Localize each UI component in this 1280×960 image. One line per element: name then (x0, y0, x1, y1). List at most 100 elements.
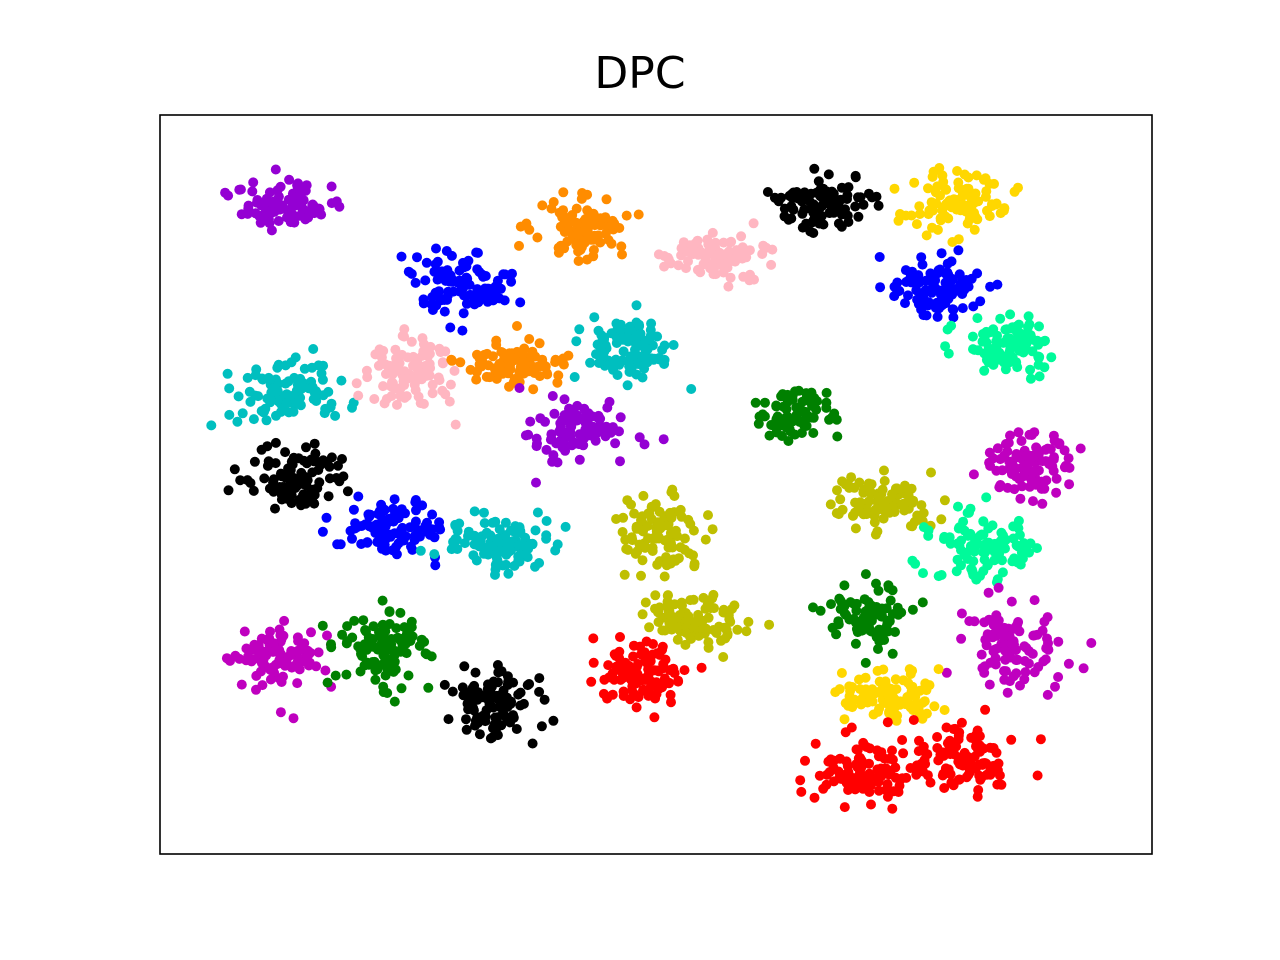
cluster-18-point (515, 527, 526, 538)
cluster-9-point (232, 416, 243, 427)
cluster-18-point (523, 543, 534, 554)
cluster-29-point (907, 665, 918, 676)
cluster-20-point (936, 514, 947, 525)
cluster-1-point (273, 191, 284, 202)
cluster-27-point (607, 689, 618, 700)
cluster-26-point (439, 679, 450, 690)
cluster-8-point (984, 327, 995, 338)
cluster-4-point (713, 248, 724, 259)
cluster-2-point (420, 275, 431, 286)
cluster-9-point (233, 391, 244, 402)
cluster-23-point (907, 604, 918, 615)
cluster-21-point (956, 535, 967, 546)
cluster-28-point (1002, 687, 1013, 698)
cluster-25-point (380, 670, 391, 681)
cluster-28-point (1063, 658, 1074, 669)
cluster-21-point (982, 559, 993, 570)
cluster-10-point (392, 399, 402, 410)
cluster-12-point (624, 361, 635, 372)
cluster-18-point (469, 506, 480, 517)
cluster-23-point (851, 624, 862, 634)
cluster-2-point (474, 267, 485, 277)
cluster-29-point (905, 681, 916, 692)
cluster-14-point (772, 420, 782, 431)
cluster-20-point (825, 499, 836, 510)
cluster-7-point (946, 256, 957, 267)
cluster-27-point (611, 661, 622, 672)
cluster-17-point (386, 516, 397, 526)
cluster-2-point (515, 297, 526, 308)
cluster-4-point (744, 245, 755, 256)
cluster-19-point (629, 508, 640, 519)
cluster-6-point (953, 177, 964, 188)
cluster-24-point (241, 643, 252, 654)
cluster-5-point (813, 176, 824, 187)
cluster-30-point (888, 786, 899, 797)
cluster-17-point (317, 526, 328, 537)
cluster-22-point (743, 616, 754, 627)
cluster-22-point (680, 639, 691, 650)
cluster-16-point (326, 452, 337, 463)
cluster-19-point (700, 534, 711, 545)
cluster-27-point (653, 684, 664, 694)
cluster-29-point (844, 681, 855, 692)
cluster-6-point (911, 219, 922, 230)
cluster-2-point (445, 270, 456, 281)
cluster-15-point (1011, 471, 1021, 482)
cluster-27-point (644, 684, 654, 695)
cluster-20-point (926, 467, 936, 478)
cluster-14-point (796, 417, 807, 428)
cluster-9-point (318, 360, 329, 371)
cluster-30-point (840, 727, 851, 738)
cluster-5-point (842, 194, 852, 204)
cluster-12-point (657, 344, 668, 355)
cluster-31-point (921, 748, 932, 759)
cluster-8-point (1005, 309, 1016, 320)
cluster-20-point (899, 482, 910, 493)
cluster-20-point (939, 495, 950, 506)
cluster-11-point (528, 384, 539, 395)
cluster-22-point (724, 614, 735, 625)
cluster-1-point (303, 212, 314, 223)
cluster-26-point (498, 707, 508, 718)
cluster-13-point (535, 413, 546, 424)
cluster-4-point (723, 281, 734, 292)
cluster-24-point (278, 630, 289, 641)
cluster-17-point (410, 516, 421, 527)
cluster-1-point (307, 199, 318, 210)
cluster-21-point (992, 574, 1003, 585)
cluster-10-point (391, 353, 402, 364)
cluster-3-point (573, 256, 584, 266)
cluster-7-point (889, 291, 900, 302)
cluster-21-point (1017, 553, 1028, 564)
cluster-16-point (314, 477, 325, 488)
cluster-24-point (251, 684, 261, 695)
cluster-20-point (865, 486, 876, 497)
cluster-30-point (872, 745, 883, 756)
cluster-28-point (993, 582, 1004, 593)
cluster-11-point (491, 335, 502, 346)
cluster-22-point (764, 619, 775, 630)
cluster-15-point (1042, 443, 1053, 454)
cluster-19-point (665, 558, 676, 569)
cluster-18-point (530, 525, 541, 536)
cluster-5-point (779, 203, 790, 214)
cluster-25-point (358, 615, 369, 626)
cluster-19-point (654, 506, 665, 517)
cluster-2-point (441, 246, 452, 256)
cluster-9-point (308, 344, 319, 354)
cluster-20-point (872, 504, 883, 515)
cluster-13-point (525, 416, 536, 427)
cluster-8-point (981, 337, 992, 348)
cluster-6-point (984, 211, 995, 222)
cluster-27-point (603, 660, 614, 671)
cluster-1-point (264, 187, 275, 198)
cluster-17-point (352, 522, 363, 532)
cluster-26-point (470, 667, 481, 678)
cluster-8-point (1018, 334, 1029, 345)
cluster-19-point (647, 533, 658, 544)
cluster-29-point (836, 668, 847, 678)
cluster-2-point (484, 283, 495, 294)
cluster-16-point (242, 475, 253, 486)
